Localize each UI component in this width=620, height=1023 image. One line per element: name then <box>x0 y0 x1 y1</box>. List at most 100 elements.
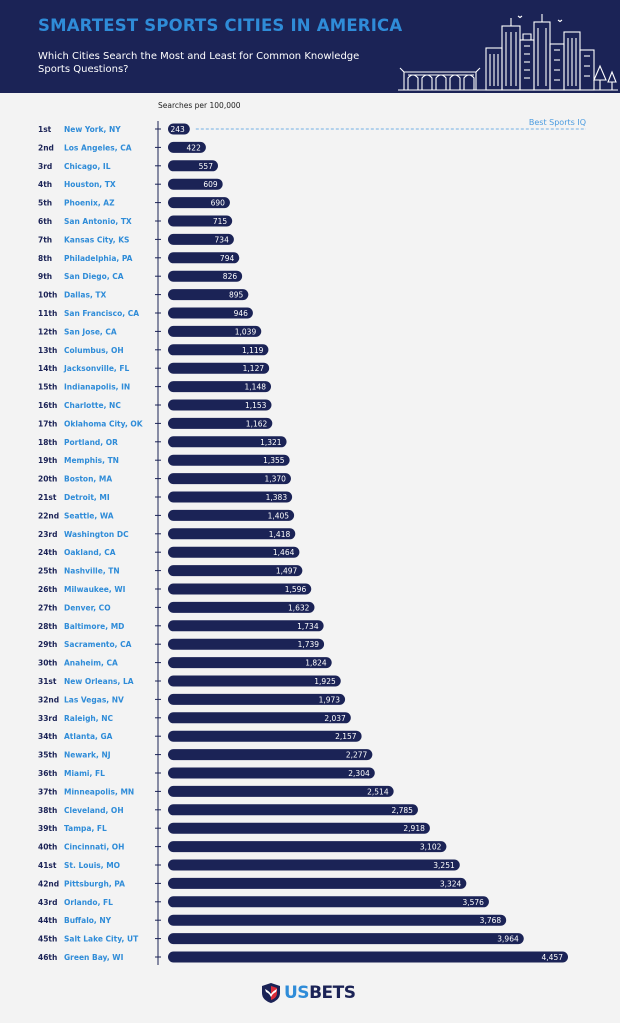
bar <box>168 657 332 669</box>
city-label: Anaheim, CA <box>64 659 118 668</box>
bar <box>168 454 290 466</box>
bar-value-label: 1,405 <box>268 511 290 520</box>
bar <box>168 638 325 650</box>
city-label: Sacramento, CA <box>64 640 132 649</box>
rank-label: 14th <box>38 364 57 373</box>
bar-value-label: 895 <box>229 291 244 300</box>
bar-value-label: 946 <box>234 309 249 318</box>
city-label: Cincinnati, OH <box>64 843 124 852</box>
bar-value-label: 4,457 <box>542 953 564 962</box>
city-label: Newark, NJ <box>64 751 111 760</box>
bar <box>168 233 234 245</box>
bar-value-label: 2,918 <box>403 824 425 833</box>
rank-label: 46th <box>38 953 57 962</box>
bar-value-label: 3,768 <box>480 916 502 925</box>
bar-value-label: 2,277 <box>346 751 368 760</box>
bar-value-label: 3,251 <box>433 861 455 870</box>
rank-label: 4th <box>38 180 52 189</box>
bar-value-label: 1,148 <box>245 383 267 392</box>
bar-value-label: 1,596 <box>285 585 307 594</box>
city-label: New York, NY <box>64 125 121 134</box>
bar-value-label: 1,734 <box>297 622 319 631</box>
bar-value-label: 1,497 <box>276 567 298 576</box>
city-label: Columbus, OH <box>64 346 124 355</box>
bar-value-label: 609 <box>203 180 218 189</box>
bar-value-label: 1,321 <box>260 438 282 447</box>
bar <box>168 804 418 816</box>
rank-label: 39th <box>38 824 57 833</box>
city-label: Buffalo, NY <box>64 916 112 925</box>
bar <box>168 215 233 227</box>
bar <box>168 933 524 945</box>
rank-label: 9th <box>38 272 52 281</box>
bar <box>168 730 362 742</box>
bar-value-label: 1,973 <box>319 695 341 704</box>
bar <box>168 896 489 908</box>
city-label: Indianapolis, IN <box>64 383 130 392</box>
city-label: Atlanta, GA <box>64 732 113 741</box>
rank-label: 23rd <box>38 530 58 539</box>
bar <box>168 693 346 705</box>
city-label: Las Vegas, NV <box>64 695 124 704</box>
bar-value-label: 794 <box>220 254 235 263</box>
city-label: Los Angeles, CA <box>64 143 132 152</box>
bar-value-label: 734 <box>215 235 230 244</box>
bar <box>168 914 507 926</box>
bar-value-label: 3,576 <box>462 898 484 907</box>
bar-value-label: 2,785 <box>391 806 413 815</box>
rank-label: 32nd <box>38 695 59 704</box>
bar-value-label: 826 <box>223 272 238 281</box>
rank-label: 7th <box>38 235 52 244</box>
rank-label: 2nd <box>38 143 54 152</box>
bar <box>168 325 262 337</box>
city-label: Philadelphia, PA <box>64 254 133 263</box>
city-label: New Orleans, LA <box>64 677 134 686</box>
rank-label: 31st <box>38 677 57 686</box>
bar-value-label: 690 <box>211 199 226 208</box>
rank-label: 30th <box>38 659 57 668</box>
bar <box>168 601 315 613</box>
city-label: Miami, FL <box>64 769 105 778</box>
bar-value-label: 2,157 <box>335 732 357 741</box>
bar-value-label: 3,964 <box>497 935 519 944</box>
city-label: St. Louis, MO <box>64 861 120 870</box>
rank-label: 37th <box>38 787 57 796</box>
bar-value-label: 1,739 <box>298 640 320 649</box>
rank-label: 42nd <box>38 879 59 888</box>
bar-value-label: 3,324 <box>440 879 462 888</box>
city-label: Houston, TX <box>64 180 116 189</box>
city-label: Salt Lake City, UT <box>64 935 139 944</box>
rank-label: 16th <box>38 401 57 410</box>
rank-label: 38th <box>38 806 57 815</box>
bar <box>168 583 312 595</box>
rank-label: 13th <box>38 346 57 355</box>
rank-label: 35th <box>38 751 57 760</box>
bar <box>168 307 253 319</box>
bar-value-label: 2,304 <box>348 769 370 778</box>
rank-label: 44th <box>38 916 57 925</box>
bar <box>168 822 430 834</box>
rank-label: 33rd <box>38 714 58 723</box>
bar <box>168 381 272 393</box>
rank-label: 5th <box>38 199 52 208</box>
bar <box>168 565 303 577</box>
rank-label: 21st <box>38 493 57 502</box>
page-title: SMARTEST SPORTS CITIES IN AMERICA <box>38 16 403 35</box>
city-label: Kansas City, KS <box>64 235 129 244</box>
rank-label: 1st <box>38 125 52 134</box>
shield-icon <box>262 983 280 1003</box>
bar-value-label: 1,383 <box>266 493 288 502</box>
city-label: Charlotte, NC <box>64 401 121 410</box>
rank-label: 45th <box>38 935 57 944</box>
city-label: Milwaukee, WI <box>64 585 126 594</box>
city-label: Oakland, CA <box>64 548 116 557</box>
rank-label: 27th <box>38 603 57 612</box>
city-label: Dallas, TX <box>64 291 107 300</box>
rank-label: 3rd <box>38 162 52 171</box>
city-skyline-icon <box>398 14 618 91</box>
city-label: San Antonio, TX <box>64 217 132 226</box>
city-label: Jacksonville, FL <box>63 364 130 373</box>
page-subtitle: Which Cities Search the Most and Least f… <box>38 51 360 75</box>
city-label: Pittsburgh, PA <box>64 879 125 888</box>
bar <box>168 344 269 356</box>
